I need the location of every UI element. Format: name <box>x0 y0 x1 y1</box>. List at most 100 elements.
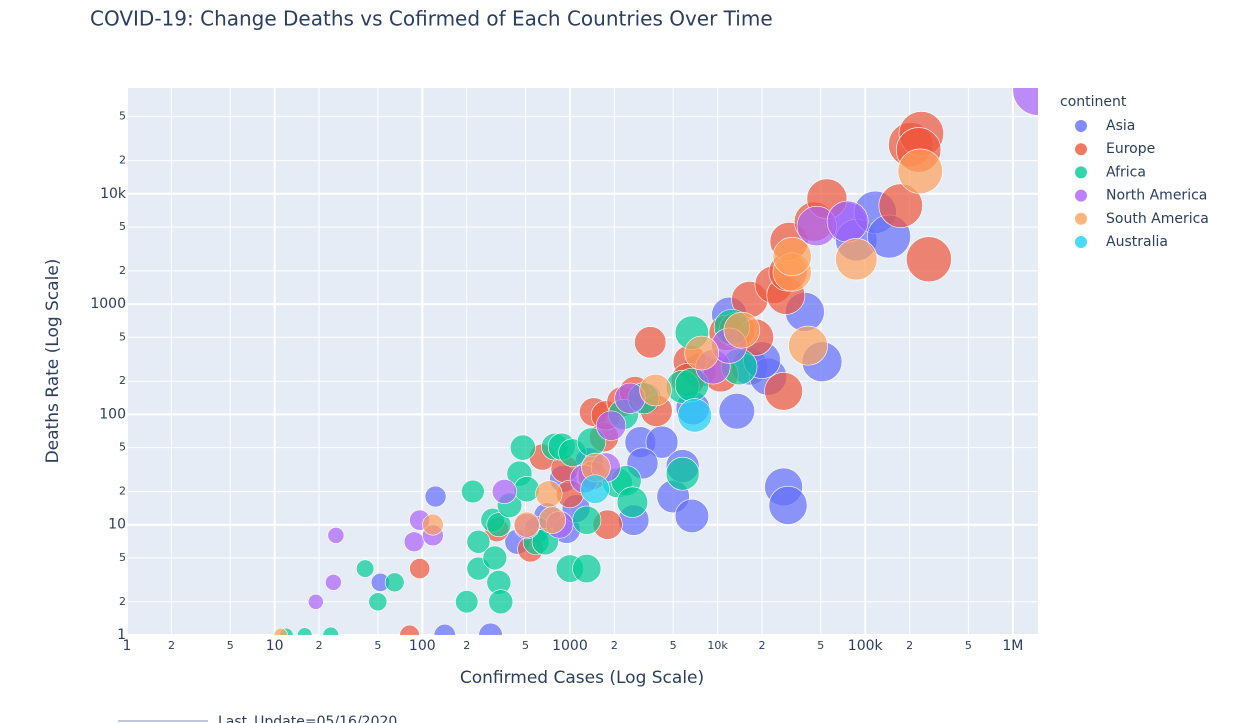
bubble <box>422 513 444 536</box>
plot-background <box>127 88 1038 635</box>
bubble <box>461 479 485 504</box>
y-tick-label: 1000 <box>90 296 126 312</box>
bubble <box>509 434 536 461</box>
points <box>273 88 1038 635</box>
legend-marker <box>1075 189 1087 202</box>
bubble <box>513 476 540 503</box>
bubble <box>768 485 808 525</box>
y-tick-label: 5 <box>119 110 126 123</box>
bubble <box>384 572 405 593</box>
bubble <box>455 590 479 614</box>
bubble <box>788 325 828 366</box>
y-axis-title: Deaths Rate (Log Scale) <box>43 259 63 464</box>
bubble <box>399 624 420 635</box>
x-tick-label: 5 <box>374 639 381 652</box>
bubble <box>409 558 431 580</box>
bubble <box>718 392 755 430</box>
bubble <box>466 529 491 554</box>
legend-marker <box>1075 166 1087 179</box>
bubble <box>486 512 512 538</box>
y-tick-label: 2 <box>119 154 126 167</box>
x-tick-label: 2 <box>906 639 913 652</box>
bubble <box>307 593 324 610</box>
x-tick-label: 5 <box>817 639 824 652</box>
bubble <box>674 498 709 534</box>
x-tick-label: 5 <box>670 639 677 652</box>
legend-label: South America <box>1106 211 1209 227</box>
bubble <box>645 425 679 459</box>
bubble <box>368 592 388 612</box>
bubble <box>1012 88 1038 116</box>
bubble <box>535 480 563 508</box>
x-tick-label: 2 <box>463 639 470 652</box>
x-tick-label: 5 <box>227 639 234 652</box>
x-tick-label: 2 <box>168 639 175 652</box>
legend-marker <box>1075 212 1087 225</box>
legend-label: Australia <box>1106 234 1168 250</box>
legend-label: Europe <box>1106 141 1155 157</box>
x-tick-label: 10k <box>707 639 728 652</box>
bubble <box>327 526 345 544</box>
x-tick-label: 10 <box>266 638 284 654</box>
bubble <box>297 627 313 635</box>
bubble <box>878 183 923 228</box>
legend-marker <box>1075 120 1087 132</box>
bubble <box>835 238 878 281</box>
bubble <box>684 335 719 371</box>
bubble <box>906 236 952 283</box>
bubble <box>665 456 700 491</box>
bubble <box>764 371 803 411</box>
bubble <box>322 626 340 635</box>
bubble <box>634 326 667 359</box>
bubble <box>513 511 540 538</box>
bubble <box>356 559 375 578</box>
bubble <box>325 574 342 591</box>
x-axis-title: Confirmed Cases (Log Scale) <box>460 668 704 688</box>
bubble <box>403 531 425 553</box>
bubble <box>424 485 447 508</box>
legend: Asia Europe Africa North America South Ameri… <box>1075 118 1209 250</box>
x-tick-label: 2 <box>759 639 766 652</box>
y-tick-label: 2 <box>119 264 126 277</box>
legend-marker <box>1075 143 1087 156</box>
bubble <box>478 622 503 635</box>
bubble <box>482 545 508 571</box>
y-tick-label: 2 <box>119 374 126 387</box>
x-tick-label: 5 <box>522 639 529 652</box>
y-tick-label: 5 <box>119 441 126 454</box>
y-tick-label: 10 <box>108 517 126 533</box>
y-tick-label: 2 <box>119 595 126 608</box>
y-tick-label: 5 <box>119 330 126 343</box>
x-tick-label: 1000 <box>552 638 588 654</box>
legend-title: continent <box>1060 94 1127 110</box>
y-tick-label: 100 <box>99 406 126 422</box>
bubble <box>826 200 869 243</box>
x-tick-label: 2 <box>316 639 323 652</box>
bubble <box>491 478 517 504</box>
y-tick-label: 10k <box>100 186 127 202</box>
x-tick-label: 1M <box>1002 638 1023 654</box>
legend-label: Africa <box>1106 164 1146 180</box>
bubble <box>538 506 567 534</box>
y-tick-label: 5 <box>119 551 126 564</box>
bubble <box>433 623 456 635</box>
x-tick-label: 100 <box>409 638 436 654</box>
y-tick-label: 2 <box>119 484 126 497</box>
x-tick-label: 1 <box>123 638 132 654</box>
bubble <box>572 505 602 535</box>
y-tick-label: 1 <box>117 627 126 643</box>
legend-marker <box>1075 236 1087 248</box>
footer: Last_Update=05/16/2020 <box>218 714 397 723</box>
x-tick-label: 2 <box>611 639 618 652</box>
x-tick-label: 5 <box>965 639 972 652</box>
x-tick-label: 100k <box>848 638 884 654</box>
ticks: 1 2 5 10 2 5 100 2 5 1000 2 5 10k 2 5 100k 2 5 1M 1 2 5 10 2 5 10… <box>90 110 1023 654</box>
bubble <box>572 554 602 584</box>
legend-label: North America <box>1106 188 1207 204</box>
bubble <box>677 398 712 433</box>
bubble <box>580 474 610 504</box>
bubble <box>897 148 943 194</box>
chart-title: COVID-19: Change Deaths vs Cofirmed of E… <box>90 7 773 31</box>
legend-label: Asia <box>1106 118 1135 134</box>
